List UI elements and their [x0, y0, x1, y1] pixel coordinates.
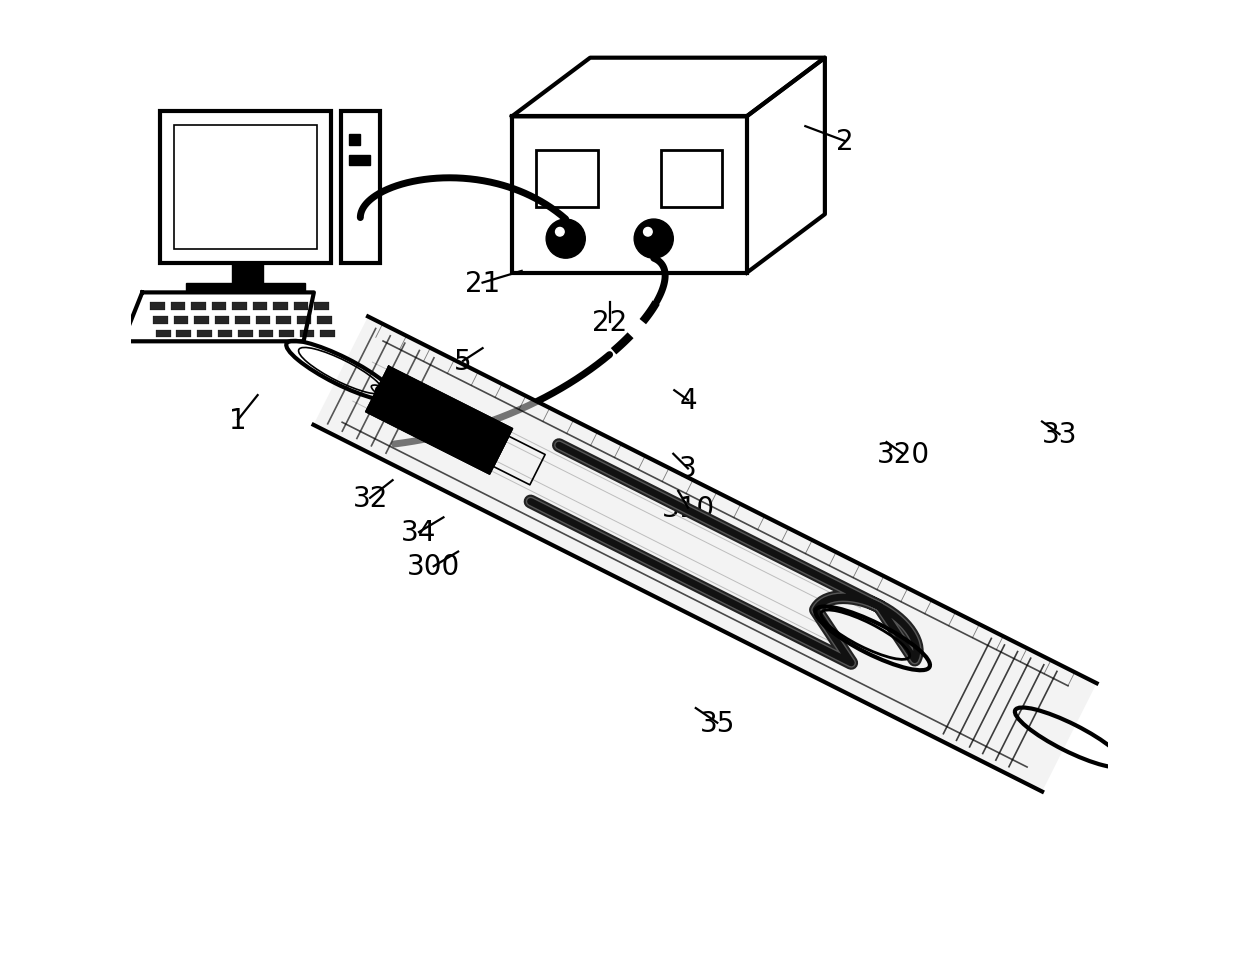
Bar — [536, 151, 598, 208]
Text: 4: 4 — [679, 387, 696, 414]
Bar — [315, 303, 330, 311]
Bar — [176, 330, 191, 338]
Bar — [660, 151, 722, 208]
Bar — [274, 303, 287, 311]
Polygon shape — [313, 318, 1097, 791]
Text: 5: 5 — [455, 348, 472, 375]
Bar — [320, 330, 335, 338]
Bar — [173, 317, 188, 324]
Circle shape — [643, 229, 652, 236]
Bar — [186, 283, 305, 293]
Bar — [235, 317, 250, 324]
Text: 300: 300 — [408, 553, 461, 580]
Bar — [294, 303, 309, 311]
Text: 34: 34 — [401, 519, 436, 546]
Bar — [214, 317, 229, 324]
Bar — [348, 156, 370, 165]
Circle shape — [546, 220, 585, 259]
Bar — [253, 303, 268, 311]
Bar — [191, 303, 206, 311]
Bar — [212, 303, 227, 311]
Bar — [348, 135, 361, 146]
Bar — [195, 317, 208, 324]
Bar — [255, 317, 270, 324]
Text: 2: 2 — [835, 128, 854, 155]
Bar — [160, 112, 331, 264]
Bar — [218, 330, 232, 338]
Bar — [197, 330, 212, 338]
Circle shape — [634, 220, 673, 259]
Bar — [156, 330, 171, 338]
Text: 32: 32 — [352, 485, 388, 512]
Text: 320: 320 — [876, 441, 929, 468]
Text: 22: 22 — [592, 309, 627, 336]
Bar — [300, 330, 315, 338]
Polygon shape — [366, 366, 513, 475]
Bar — [259, 330, 274, 338]
Text: 3: 3 — [679, 455, 696, 483]
Bar — [171, 303, 186, 311]
Text: 21: 21 — [465, 270, 501, 297]
Bar — [238, 330, 253, 338]
Bar — [150, 303, 165, 311]
Bar — [297, 317, 311, 324]
Text: 35: 35 — [700, 709, 735, 737]
Bar — [317, 317, 332, 324]
Bar — [152, 317, 167, 324]
Text: 33: 33 — [1042, 421, 1078, 448]
Bar — [512, 117, 747, 274]
Circle shape — [555, 229, 564, 236]
Bar — [232, 264, 263, 283]
Bar — [276, 317, 291, 324]
Text: 310: 310 — [662, 494, 715, 522]
Bar — [279, 330, 294, 338]
Bar — [341, 112, 380, 264]
Bar — [232, 303, 247, 311]
Text: 1: 1 — [229, 406, 247, 434]
Bar — [173, 126, 317, 250]
